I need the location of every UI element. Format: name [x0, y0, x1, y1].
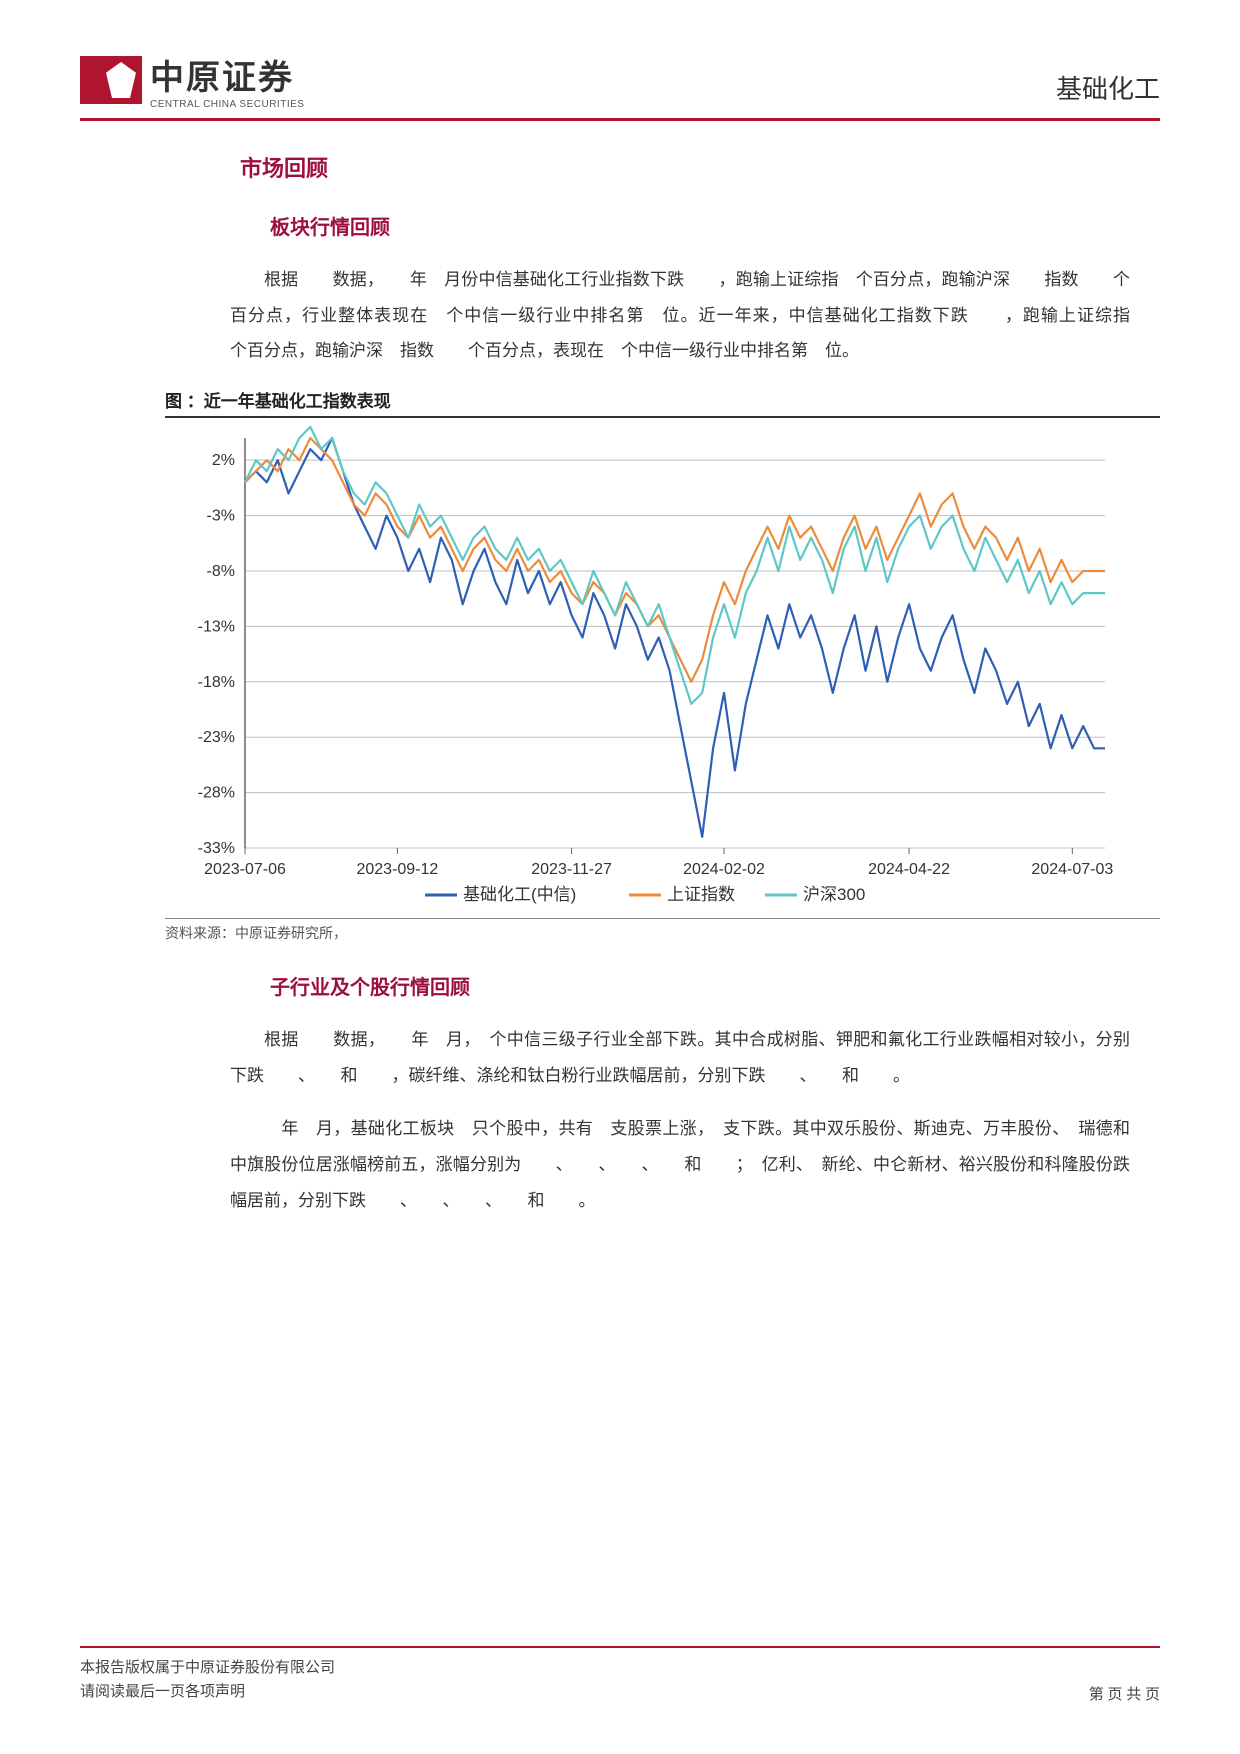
- svg-text:沪深300: 沪深300: [803, 885, 865, 904]
- svg-text:-28%: -28%: [198, 785, 235, 802]
- svg-text:2023-11-27: 2023-11-27: [531, 861, 612, 878]
- paragraph-3: 年 月，基础化工板块 只个股中，共有 支股票上涨， 支下跌。其中双乐股份、斯迪克…: [230, 1111, 1130, 1218]
- svg-text:基础化工(中信): 基础化工(中信): [463, 885, 576, 904]
- logo-mark-icon: [80, 56, 142, 104]
- footer-copyright: 本报告版权属于中原证券股份有限公司: [80, 1656, 335, 1680]
- subsection-title-stock-review: 子行业及个股行情回顾: [270, 971, 1160, 1000]
- svg-text:-33%: -33%: [198, 840, 235, 857]
- svg-text:2%: 2%: [212, 452, 235, 469]
- svg-text:2024-02-02: 2024-02-02: [683, 861, 765, 878]
- svg-text:2024-07-03: 2024-07-03: [1031, 861, 1113, 878]
- page-footer: 本报告版权属于中原证券股份有限公司 请阅读最后一页各项声明 第 页 共 页: [80, 1646, 1160, 1704]
- figure-title: 图 ：近一年基础化工指数表现: [165, 387, 1160, 418]
- chart-source: 资料来源：中原证券研究所，: [165, 918, 1160, 943]
- page-header: 中原证券 CENTRAL CHINA SECURITIES 基础化工: [80, 50, 1160, 121]
- svg-text:2023-07-06: 2023-07-06: [204, 861, 286, 878]
- footer-disclaimer: 请阅读最后一页各项声明: [80, 1680, 335, 1704]
- section-title-market-review: 市场回顾: [240, 151, 1160, 183]
- svg-text:-8%: -8%: [207, 563, 235, 580]
- footer-page-number: 第 页 共 页: [1089, 1683, 1160, 1704]
- subsection-title-sector-review: 板块行情回顾: [270, 211, 1160, 240]
- svg-text:2023-09-12: 2023-09-12: [356, 861, 438, 878]
- line-chart-svg: -33% -28% -23% -18% -13% -8% -3% 2% 2023-07-06 20…: [165, 418, 1125, 918]
- header-category: 基础化工: [1056, 69, 1160, 110]
- svg-text:-3%: -3%: [207, 508, 235, 525]
- paragraph-1: 根据 数据， 年 月份中信基础化工行业指数下跌 ，跑输上证综指 个百分点，跑输沪…: [230, 262, 1130, 369]
- logo: 中原证券 CENTRAL CHINA SECURITIES: [80, 50, 304, 110]
- logo-text-cn: 中原证券: [150, 50, 304, 99]
- logo-text-en: CENTRAL CHINA SECURITIES: [150, 99, 304, 110]
- index-performance-chart: -33% -28% -23% -18% -13% -8% -3% 2% 2023-07-06 20…: [165, 418, 1125, 918]
- svg-text:2024-04-22: 2024-04-22: [868, 861, 950, 878]
- svg-text:-18%: -18%: [198, 674, 235, 691]
- svg-text:-13%: -13%: [198, 618, 235, 635]
- svg-text:-23%: -23%: [198, 729, 235, 746]
- svg-text:上证指数: 上证指数: [667, 885, 735, 904]
- paragraph-2: 根据 数据， 年 月， 个中信三级子行业全部下跌。其中合成树脂、钾肥和氟化工行业…: [230, 1022, 1130, 1093]
